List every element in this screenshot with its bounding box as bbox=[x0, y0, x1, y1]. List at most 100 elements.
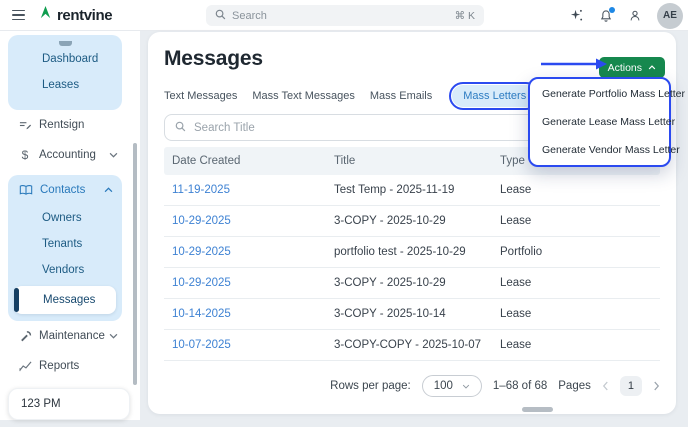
actions-button-label: Actions bbox=[607, 61, 642, 74]
pagination: Rows per page: 100 1–68 of 68 Pages 1 bbox=[164, 375, 660, 397]
annotation-highlight-box: Mass Letters bbox=[449, 82, 541, 110]
actions-button[interactable]: Actions bbox=[598, 57, 665, 78]
letter-type: Lease bbox=[500, 339, 532, 351]
letter-title: 3-COPY - 2025-10-14 bbox=[334, 308, 446, 320]
sidebar-item-messages-selected[interactable]: Messages bbox=[14, 286, 116, 314]
menu-item-generate-portfolio-mass-letter[interactable]: Generate Portfolio Mass Letter bbox=[542, 88, 685, 100]
ai-sparkle-icon[interactable] bbox=[569, 8, 584, 23]
sidebar-item-owners[interactable]: Owners bbox=[42, 212, 82, 224]
sidebar-group-contacts: Contacts Owners Tenants Vendors Messages bbox=[8, 175, 122, 321]
date-link[interactable]: 10-14-2025 bbox=[172, 308, 231, 320]
search-icon bbox=[215, 7, 226, 25]
notification-dot bbox=[609, 6, 615, 13]
chevron-up-icon bbox=[104, 187, 113, 193]
table-row[interactable]: 10-14-2025 3-COPY - 2025-10-14 Lease bbox=[164, 299, 660, 330]
chevron-down-icon bbox=[109, 333, 118, 339]
menu-item-generate-lease-mass-letter[interactable]: Generate Lease Mass Letter bbox=[542, 116, 676, 128]
dollar-icon: $ bbox=[21, 148, 29, 162]
rentvine-logo-icon bbox=[38, 5, 53, 25]
tab-mass-emails[interactable]: Mass Emails bbox=[369, 90, 433, 102]
user-contact-icon[interactable] bbox=[628, 9, 642, 23]
table-row[interactable]: 10-29-2025 portfolio test - 2025-10-29 P… bbox=[164, 237, 660, 268]
notifications-bell-icon[interactable] bbox=[599, 6, 615, 23]
table-row[interactable]: 10-29-2025 3-COPY - 2025-10-29 Lease bbox=[164, 268, 660, 299]
menu-item-generate-vendor-mass-letter[interactable]: Generate Vendor Mass Letter bbox=[542, 144, 680, 156]
avatar[interactable]: AE bbox=[657, 2, 683, 29]
sidebar-item-accounting[interactable]: $ Accounting bbox=[0, 140, 140, 170]
search-icon bbox=[175, 119, 186, 137]
next-page-button[interactable] bbox=[653, 381, 660, 391]
sidebar-item-dashboard[interactable]: Dashboard bbox=[42, 53, 99, 65]
sidebar-item-vendors[interactable]: Vendors bbox=[42, 264, 85, 276]
topbar-actions: AE bbox=[569, 0, 683, 31]
tab-mass-text-messages[interactable]: Mass Text Messages bbox=[252, 90, 355, 102]
letter-title: 3-COPY - 2025-10-29 bbox=[334, 215, 446, 227]
rows-per-page-label: Rows per page: bbox=[330, 380, 411, 392]
letter-title: 3-COPY - 2025-10-29 bbox=[334, 277, 446, 289]
tab-mass-letters-active[interactable]: Mass Letters bbox=[452, 85, 538, 107]
date-link[interactable]: 10-29-2025 bbox=[172, 246, 231, 258]
sidebar-group-properties: Dashboard Leases bbox=[8, 35, 122, 110]
chevron-up-icon bbox=[648, 65, 656, 70]
letter-type: Lease bbox=[500, 215, 532, 227]
sidebar-item-tenants[interactable]: Tenants bbox=[42, 238, 83, 250]
letter-type: Lease bbox=[500, 308, 532, 320]
column-title[interactable]: Title bbox=[334, 155, 356, 167]
actions-dropdown-menu: Generate Portfolio Mass Letter Generate … bbox=[528, 77, 685, 167]
chevron-down-icon bbox=[462, 384, 470, 389]
date-link[interactable]: 10-29-2025 bbox=[172, 277, 231, 289]
hamburger-menu-icon[interactable] bbox=[12, 9, 25, 21]
sidebar-item-leases[interactable]: Leases bbox=[42, 79, 80, 91]
date-link[interactable]: 10-07-2025 bbox=[172, 339, 231, 351]
row-range: 1–68 of 68 bbox=[492, 380, 548, 392]
prev-page-button[interactable] bbox=[602, 381, 609, 391]
sidebar-item-label: Maintenance bbox=[39, 330, 105, 342]
sidebar-item-label: Messages bbox=[43, 294, 96, 306]
chart-icon bbox=[18, 360, 32, 372]
page-number[interactable]: 1 bbox=[619, 376, 642, 396]
horizontal-scrollbar[interactable] bbox=[522, 407, 553, 412]
cutoff-group-icon bbox=[59, 41, 72, 46]
sidebar-scrollbar[interactable] bbox=[133, 143, 137, 385]
letter-type: Lease bbox=[500, 277, 532, 289]
sidebar-item-label: Accounting bbox=[39, 149, 96, 161]
sidebar-item-contacts[interactable]: Contacts bbox=[8, 175, 122, 205]
letter-title: 3-COPY-COPY - 2025-10-07 bbox=[334, 339, 482, 351]
column-type[interactable]: Type bbox=[500, 155, 525, 167]
sidebar-item-rentsign[interactable]: Rentsign bbox=[0, 110, 140, 140]
contacts-book-icon bbox=[18, 184, 34, 196]
rentsign-icon bbox=[18, 119, 32, 132]
letter-title: Test Temp - 2025-11-19 bbox=[334, 184, 455, 196]
sidebar-item-reports[interactable]: Reports bbox=[0, 351, 140, 381]
sidebar-item-label: Reports bbox=[39, 360, 80, 372]
date-link[interactable]: 11-19-2025 bbox=[172, 184, 230, 196]
mass-letters-table: Date Created Title Type 11-19-2025 Test … bbox=[164, 147, 660, 361]
clock-widget[interactable]: 123 PM bbox=[8, 388, 130, 420]
table-row[interactable]: 10-07-2025 3-COPY-COPY - 2025-10-07 Leas… bbox=[164, 330, 660, 361]
global-search-placeholder: Search bbox=[232, 9, 267, 22]
column-date-created[interactable]: Date Created bbox=[172, 155, 241, 167]
letter-title: portfolio test - 2025-10-29 bbox=[334, 246, 466, 258]
rentvine-logo[interactable]: rentvine bbox=[38, 5, 113, 25]
sidebar-item-maintenance[interactable]: Maintenance bbox=[0, 321, 140, 351]
brand-name: rentvine bbox=[57, 6, 113, 24]
rows-per-page-select[interactable]: 100 bbox=[421, 375, 482, 397]
message-tabs: Text Messages Mass Text Messages Mass Em… bbox=[164, 82, 660, 110]
search-shortcut: ⌘ K bbox=[454, 9, 475, 22]
wrench-icon bbox=[18, 330, 32, 343]
rows-per-page-value: 100 bbox=[433, 380, 453, 392]
letter-type: Portfolio bbox=[500, 246, 543, 258]
chevron-down-icon bbox=[109, 152, 118, 158]
topbar: rentvine Search ⌘ K AE bbox=[0, 0, 688, 31]
sidebar: Dashboard Leases Rentsign $ Accounting bbox=[0, 31, 140, 420]
table-row[interactable]: 10-29-2025 3-COPY - 2025-10-29 Lease bbox=[164, 206, 660, 237]
sidebar-item-label: Contacts bbox=[40, 184, 86, 196]
table-row[interactable]: 11-19-2025 Test Temp - 2025-11-19 Lease bbox=[164, 175, 660, 206]
tab-text-messages[interactable]: Text Messages bbox=[164, 90, 238, 102]
letter-type: Lease bbox=[500, 184, 532, 196]
date-link[interactable]: 10-29-2025 bbox=[172, 215, 231, 227]
search-title-placeholder: Search Title bbox=[194, 121, 255, 134]
global-search-input[interactable]: Search ⌘ K bbox=[206, 5, 484, 26]
active-indicator-bar bbox=[14, 288, 19, 312]
